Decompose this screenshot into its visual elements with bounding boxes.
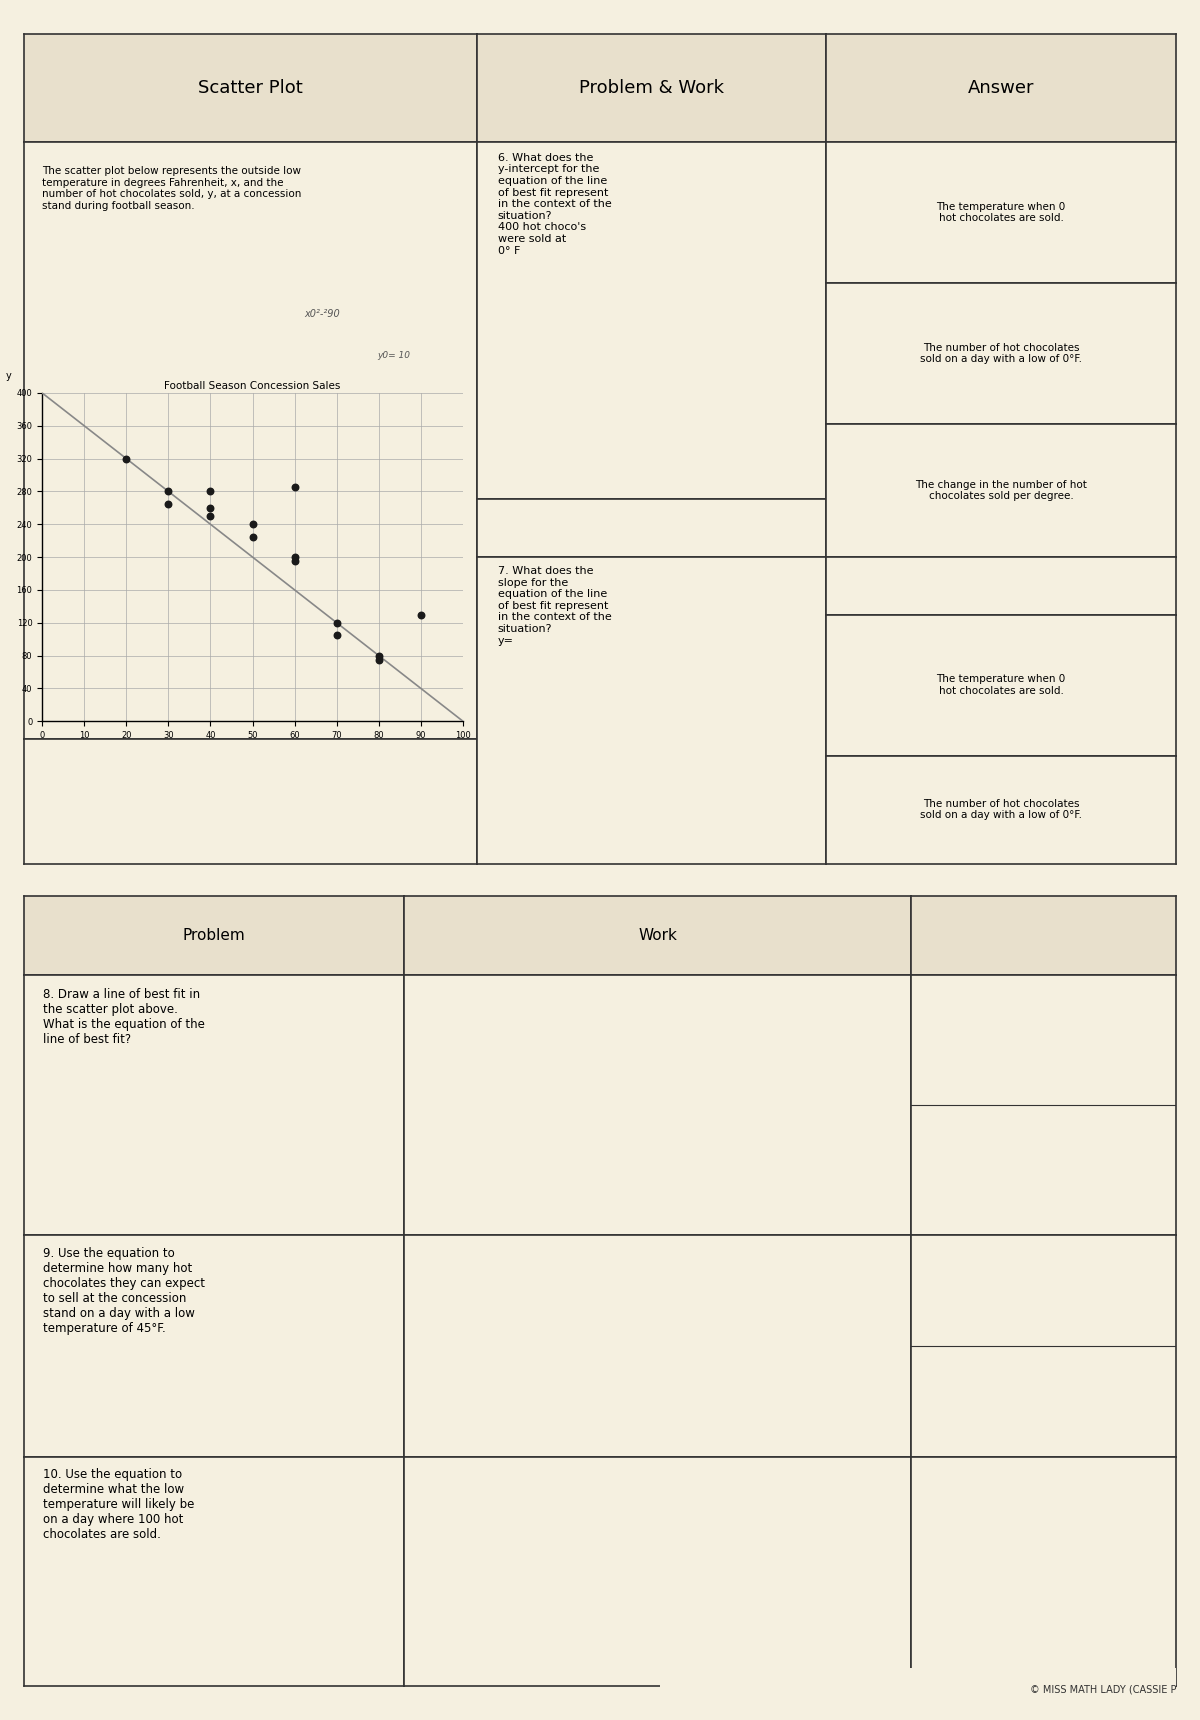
Text: x0²-²90: x0²-²90 [305, 310, 341, 320]
Text: 7. What does the
slope for the
equation of the line
of best fit represent
in the: 7. What does the slope for the equation … [498, 566, 611, 645]
Text: Work: Work [638, 927, 677, 943]
Text: Scatter Plot: Scatter Plot [198, 79, 302, 98]
Text: Problem & Work: Problem & Work [578, 79, 724, 98]
Text: 6. What does the
y-intercept for the
equation of the line
of best fit represent
: 6. What does the y-intercept for the equ… [498, 153, 611, 256]
Text: The number of hot chocolates
sold on a day with a low of 0°F.: The number of hot chocolates sold on a d… [920, 342, 1082, 365]
Text: The change in the number of hot
chocolates sold per degree.: The change in the number of hot chocolat… [916, 480, 1087, 501]
Text: The temperature when 0
hot chocolates are sold.: The temperature when 0 hot chocolates ar… [936, 201, 1066, 224]
Text: 8. Draw a line of best fit in
the scatter plot above.
What is the equation of th: 8. Draw a line of best fit in the scatte… [43, 987, 205, 1046]
Text: Answer: Answer [968, 79, 1034, 98]
Text: The temperature when 0
hot chocolates are sold.: The temperature when 0 hot chocolates ar… [936, 674, 1066, 697]
Text: 9. Use the equation to
determine how many hot
chocolates they can expect
to sell: 9. Use the equation to determine how man… [43, 1247, 205, 1335]
Text: 10. Use the equation to
determine what the low
temperature will likely be
on a d: 10. Use the equation to determine what t… [43, 1469, 194, 1541]
Text: The scatter plot below represents the outside low
temperature in degrees Fahrenh: The scatter plot below represents the ou… [42, 167, 301, 212]
Text: 240
-60: 240 -60 [220, 693, 236, 714]
Text: y0= 10: y0= 10 [377, 351, 410, 359]
Text: The number of hot chocolates
sold on a day with a low of 0°F.: The number of hot chocolates sold on a d… [920, 798, 1082, 820]
Text: © MISS MATH LADY (CASSIE P: © MISS MATH LADY (CASSIE P [1030, 1686, 1176, 1694]
Text: Problem: Problem [182, 927, 246, 943]
